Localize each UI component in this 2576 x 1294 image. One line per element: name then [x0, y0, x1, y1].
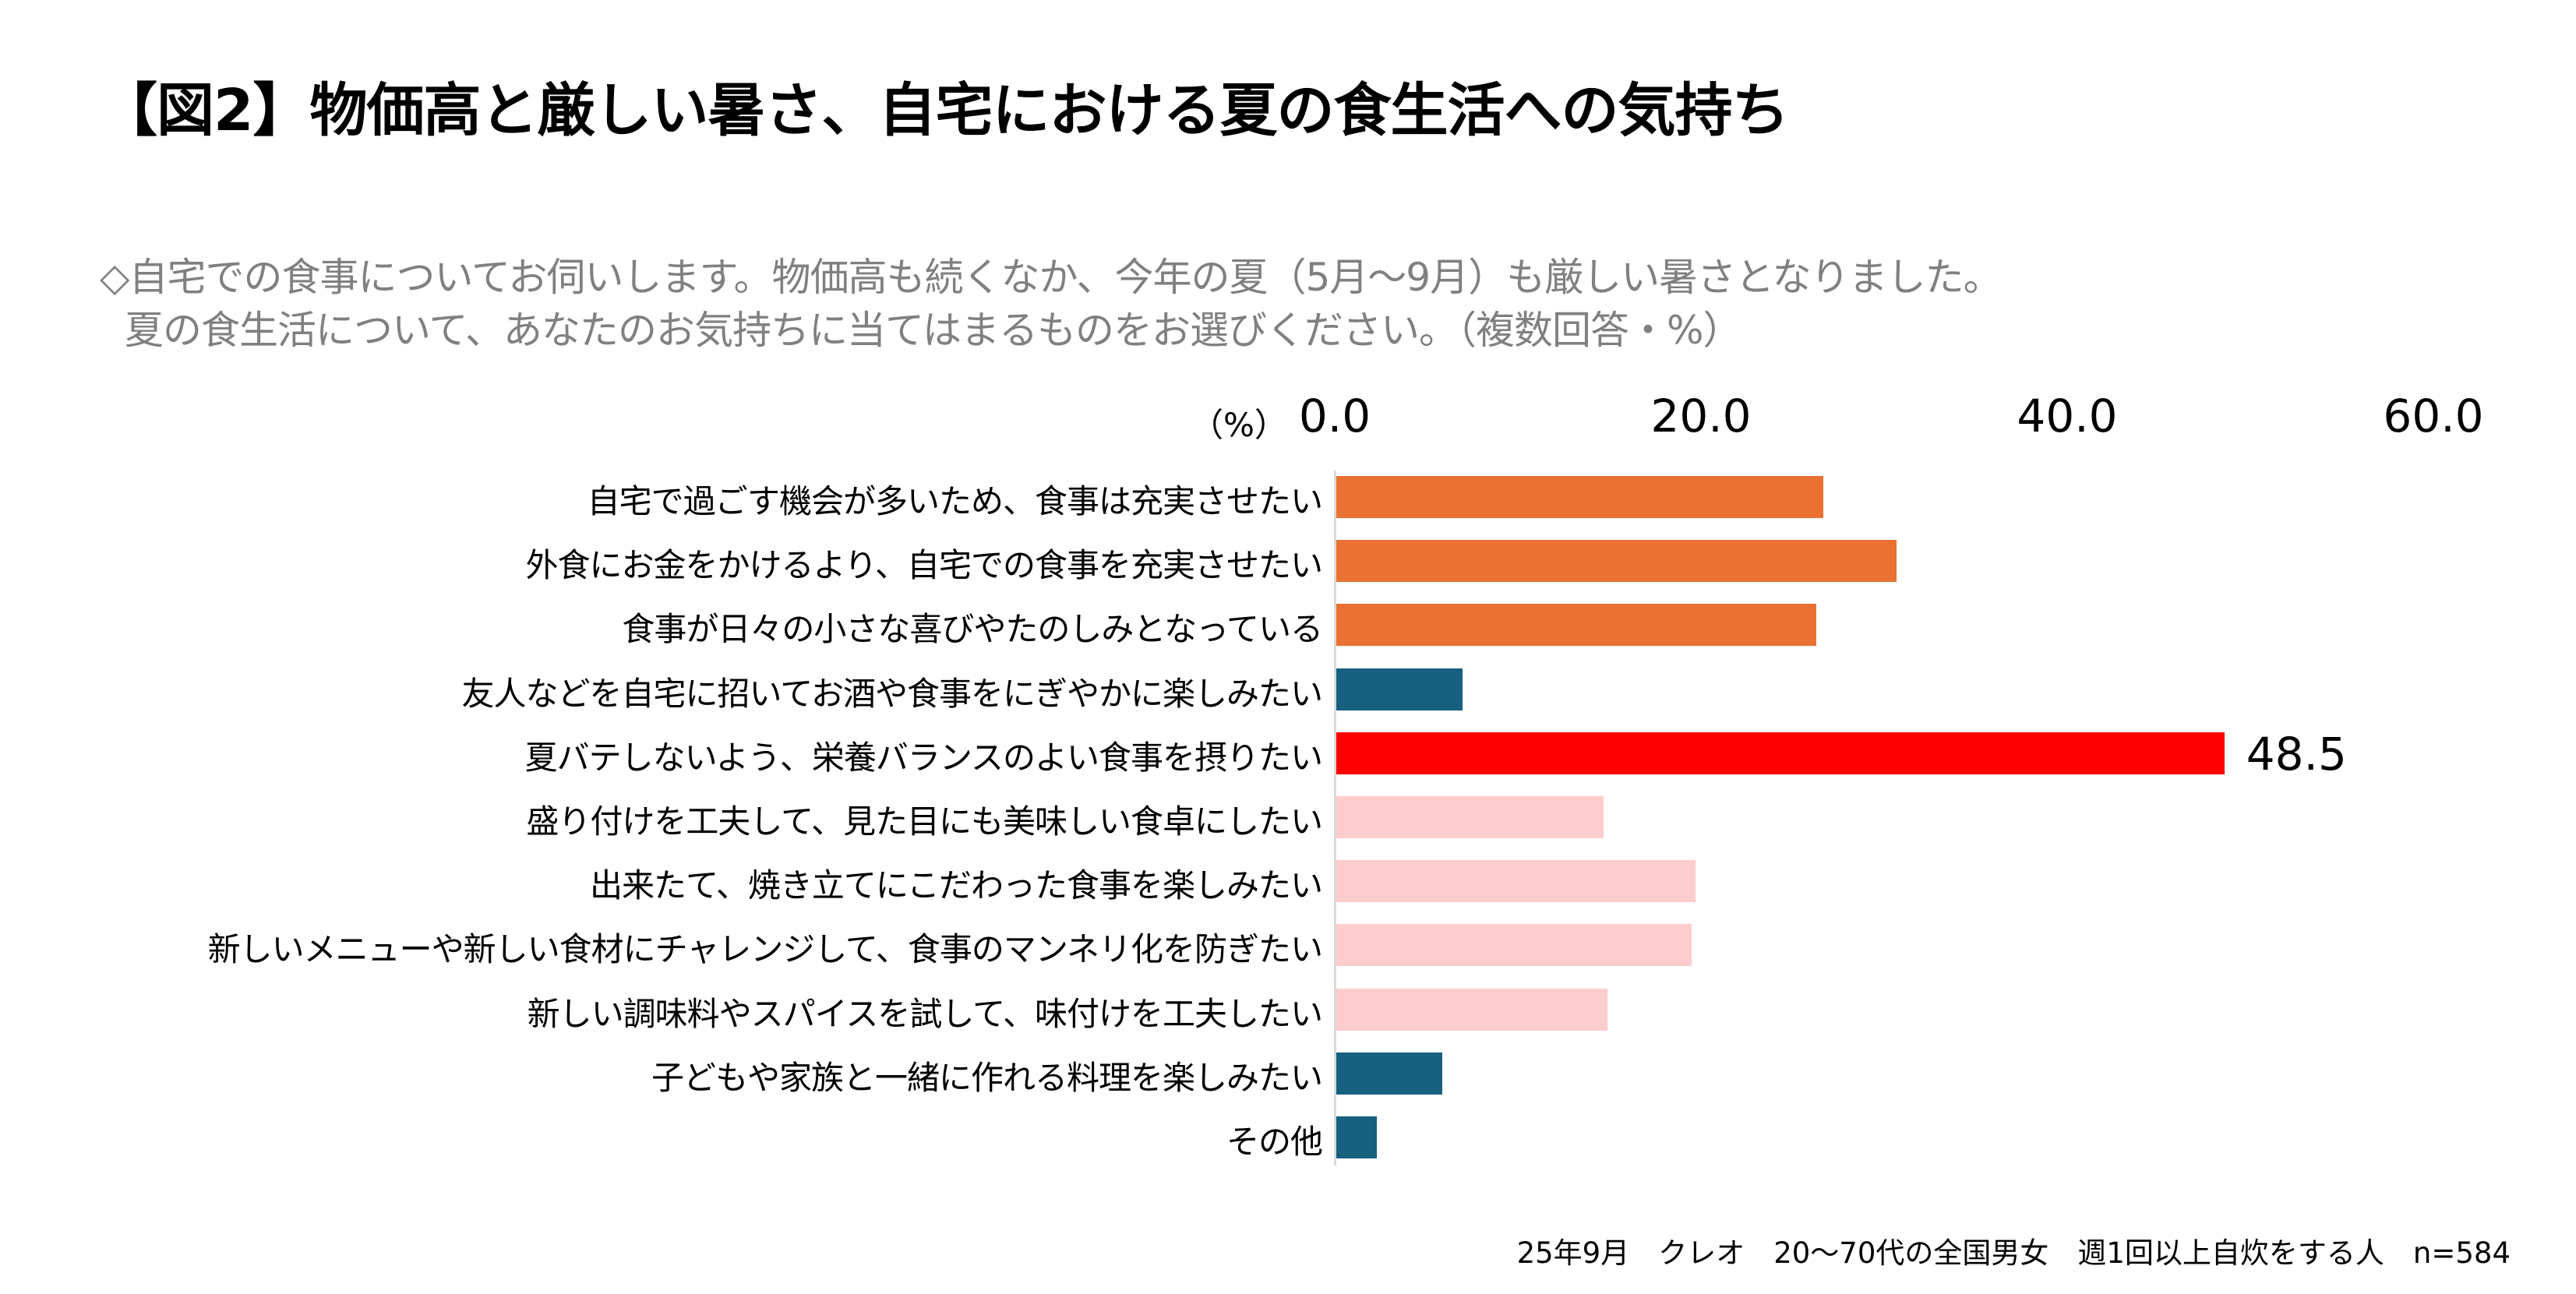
category-label: 新しいメニューや新しい食材にチャレンジして、食事のマンネリ化を防ぎたい — [207, 930, 1323, 969]
category-label: その他 — [1226, 1123, 1323, 1161]
category-label: 食事が日々の小さな喜びやたのしみとなっている — [622, 610, 1323, 649]
bar — [1336, 1052, 1443, 1095]
bar — [1336, 604, 1816, 647]
bar — [1336, 732, 2225, 774]
x-tick-label: 20.0 — [1650, 390, 1752, 442]
category-label: 盛り付けを工夫して、見た目にも美味しい食卓にしたい — [526, 802, 1323, 841]
data-label: 48.5 — [2246, 727, 2347, 781]
bar — [1336, 476, 1824, 518]
bar — [1336, 860, 1696, 903]
category-label: 出来たて、焼き立てにこだわった食事を楽しみたい — [589, 866, 1323, 905]
category-label: 友人などを自宅に招いてお酒や食事をにぎやかに楽しみたい — [461, 674, 1323, 713]
question-text-line1: ◇自宅での食事についてお伺いします。物価高も続くなか、今年の夏（5月～9月）も厳… — [100, 255, 2003, 300]
bar — [1336, 540, 1897, 583]
chart-title: 【図2】物価高と厳しい暑さ、自宅における夏の食生活への気持ち — [100, 77, 1789, 144]
category-label: 外食にお金をかけるより、自宅での食事を充実させたい — [525, 546, 1323, 585]
category-label: 子どもや家族と一緒に作れる料理を楽しみたい — [651, 1058, 1323, 1097]
x-tick-label: 60.0 — [2383, 390, 2484, 442]
bar — [1336, 924, 1692, 967]
bar — [1336, 988, 1607, 1031]
y-axis-line — [1334, 471, 1336, 1165]
x-tick-label: 0.0 — [1298, 390, 1371, 442]
x-tick-label: 40.0 — [2017, 390, 2118, 442]
bar — [1336, 796, 1604, 838]
footer-note: 25年9月 クレオ 20～70代の全国男女 週1回以上自炊をする人 n=584 — [1516, 1236, 2511, 1270]
bar — [1336, 1116, 1377, 1158]
category-label: 自宅で過ごす機会が多いため、食事は充実させたい — [587, 482, 1323, 520]
category-label: 夏バテしないよう、栄養バランスのよい食事を摂りたい — [524, 738, 1323, 777]
question-text-line2: 夏の食生活について、あなたのお気持ちに当てはまるものをお選びください。（複数回答… — [125, 308, 1742, 353]
unit-label: （%） — [1191, 406, 1287, 444]
bar — [1336, 668, 1463, 710]
category-label: 新しい調味料やスパイスを試して、味付けを工夫したい — [527, 994, 1323, 1033]
